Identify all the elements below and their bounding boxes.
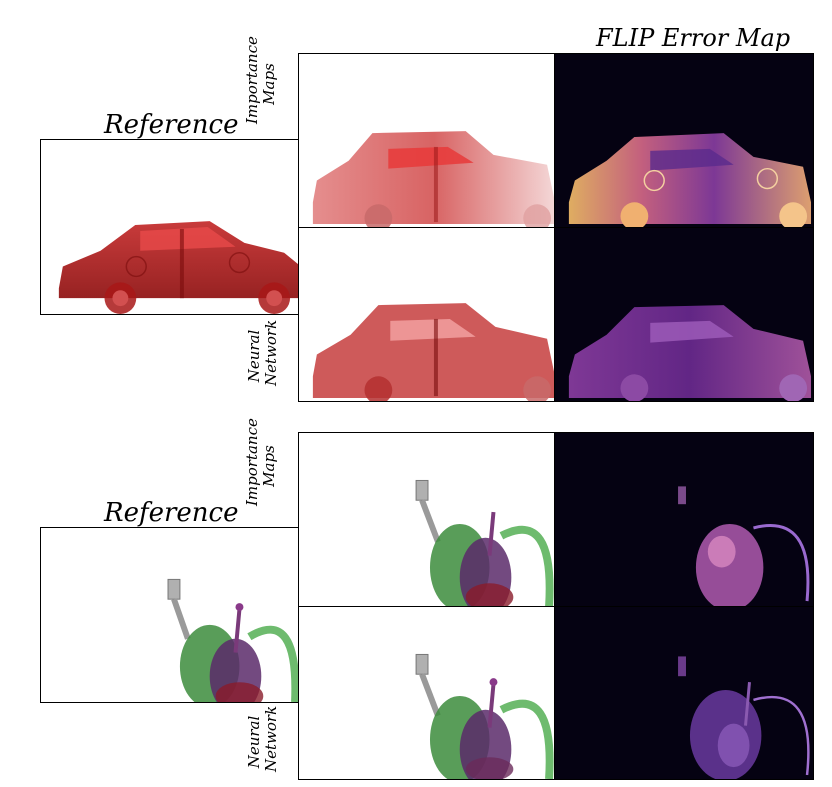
car-importance-label-line1: Importance (243, 36, 261, 124)
backpack-importance-label-line1: Importance (243, 418, 261, 506)
backpack-importance-flip-image (554, 432, 814, 608)
car-neural-flip-image (554, 227, 814, 402)
backpack-neural-flip-image (554, 606, 814, 780)
car-importance-flip-image (554, 53, 814, 229)
car-importance-label-line2: Maps (260, 63, 278, 105)
flip-error-map-title: FLIP Error Map (596, 24, 791, 52)
car-reference-image (40, 139, 300, 315)
backpack-render (167, 578, 299, 702)
backpack-neural-label-line2: Network (262, 705, 280, 772)
car-flip-render (568, 133, 812, 228)
car-neural-network-image (298, 227, 556, 402)
backpack-neural-network-label: Neural Network (245, 706, 286, 772)
car-reference-title: Reference (104, 110, 239, 140)
backpack-importance-maps-label: Importance Maps (243, 418, 284, 506)
car-render (58, 221, 299, 314)
car-neural-label-line1: Neural (245, 329, 263, 383)
car-importance-maps-image (298, 53, 556, 229)
backpack-neural-network-image (298, 606, 556, 780)
car-render (312, 303, 555, 401)
backpack-neural-label-line1: Neural (245, 715, 263, 769)
backpack-flip-render (678, 656, 810, 779)
backpack-render (415, 479, 554, 607)
car-render (312, 131, 555, 228)
car-neural-network-label: Neural Network (245, 320, 286, 386)
backpack-flip-render (678, 486, 810, 607)
backpack-reference-title: Reference (104, 498, 239, 528)
car-importance-maps-label: Importance Maps (243, 36, 284, 124)
backpack-render (415, 653, 554, 779)
backpack-reference-image (40, 527, 300, 703)
backpack-importance-maps-image (298, 432, 556, 608)
car-neural-label-line2: Network (262, 319, 280, 386)
car-flip-render (568, 305, 812, 401)
backpack-importance-label-line2: Maps (260, 445, 278, 487)
